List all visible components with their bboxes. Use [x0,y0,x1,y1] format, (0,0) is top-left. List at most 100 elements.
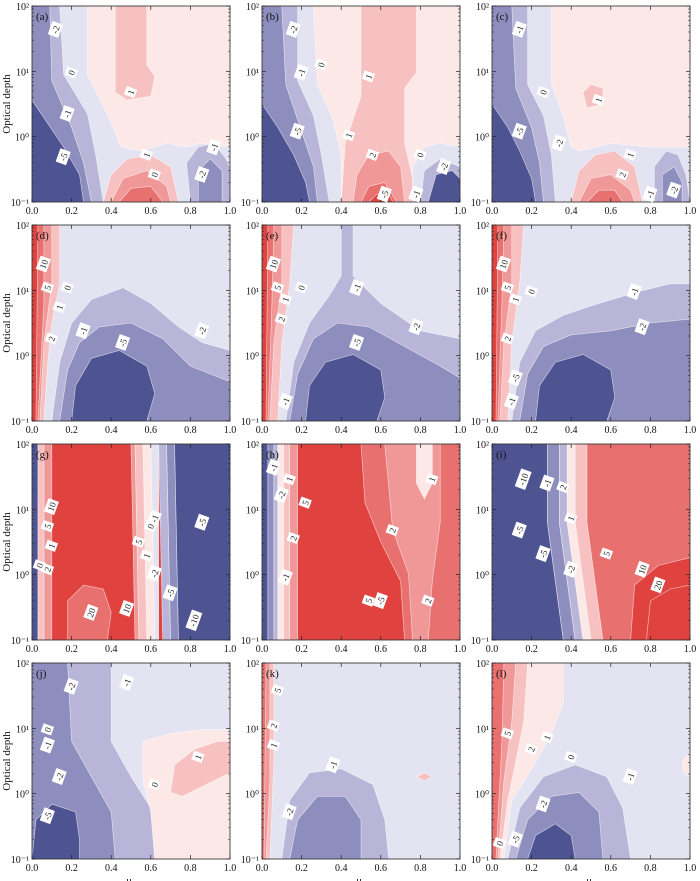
contour-label: -5 [289,122,305,140]
contour-label-bg [75,322,91,340]
contour-label: -5 [511,122,527,140]
contour-region [305,354,386,421]
axes-frame [261,443,461,641]
x-tick-label: 1.0 [684,425,697,436]
contour-label: -1 [622,768,638,785]
contour-label-bg [408,185,424,203]
contour-label-text: 0 [42,725,53,733]
contour-label-bg [599,547,614,560]
contour-label-text: -1 [296,67,308,77]
contour-label-bg [376,185,392,203]
x-tick-label: 0.8 [184,644,197,655]
contour-label-text: -2 [54,771,66,781]
contour-label-text: -2 [410,322,422,332]
contour-label: -1 [325,756,341,774]
contour-label-bg [500,332,515,345]
contour-region [566,444,592,640]
contour-label-text: 1 [625,151,636,159]
contour-label-bg [282,472,296,486]
panel-label: (h) [266,449,279,461]
y-tick-label: 10¹ [476,67,489,78]
contour-region [492,225,499,421]
contour-label: 0 [524,285,538,298]
contour-label: -2 [273,486,289,504]
panel-label: (d) [36,230,49,242]
contour-label-bg [361,594,376,607]
contour-label: -5 [507,830,523,848]
y-tick-label: 10⁻¹ [11,417,29,428]
contour-label-bg [270,684,285,697]
contour-label: 5 [40,281,55,294]
x-tick-label: 0.6 [375,425,388,436]
contour-label: -5 [55,148,71,166]
contour-label-bg [591,93,606,107]
contour-label-bg [47,20,63,38]
contour-label-text: -1 [625,771,637,781]
contour-label-bg [539,474,555,492]
y-tick-label: 10⁰ [15,352,29,363]
y-axis-label: Optical depth [1,74,13,134]
contour-label-text: 5 [272,686,283,694]
contour-regions [262,225,460,421]
contour-label-bg [492,837,507,850]
contour-label: 2 [500,332,515,345]
contour-label-bg [536,85,550,99]
panel-label: (g) [36,449,49,461]
contour-label: -5 [376,185,392,203]
contour-label: 2 [266,719,281,732]
contour-label-bg [514,468,532,490]
contour-label-bg [265,255,281,273]
contour-label: 10 [43,498,59,515]
contour-region [547,444,576,640]
x-axis-label: μ₀ [126,875,136,881]
contour-label-text: 2 [46,335,57,343]
y-tick-label: 10⁻¹ [11,855,29,866]
contour-label: -2 [281,803,297,821]
y-axis-label: Optical depth [1,512,13,572]
contour-regions [262,663,460,859]
contour-label-bg [64,66,78,79]
contour-label-bg [63,677,79,695]
y-tick-label: 10² [16,2,29,13]
contour-label-bg [408,318,424,336]
contour-label-bg [40,281,55,294]
contour-label-bg [341,129,356,142]
contour-label-bg [146,564,162,582]
contour-label-bg [266,719,281,732]
contour-label-text: 5 [272,283,283,291]
axes-frame [31,662,231,860]
x-tick-label: 0.0 [486,425,499,436]
contour-label-bg [118,673,135,691]
contour-label-text: -1 [644,189,656,199]
contour-region [586,189,624,202]
contour-label: 0 [564,750,578,764]
x-tick-label: 0.4 [105,206,118,217]
contour-label-bg [40,563,55,576]
contour-label-text: 10 [636,563,649,575]
contour-label-bg [44,539,59,552]
contour-regions [492,663,690,859]
contour-label-text: 1 [46,542,57,550]
contour-label-bg [194,165,210,183]
y-tick-label: 10² [246,221,259,232]
contour-label-text: 0 [149,780,160,788]
contour-label: 2 [274,312,289,326]
contour-label: -10 [185,609,203,632]
x-tick-label: 0.2 [295,644,308,655]
contour-label-bg [563,560,579,578]
contour-label-text: 0 [145,522,156,530]
contour-label: -5 [372,592,388,610]
contour-label: 1 [361,70,376,83]
contour-label: 1 [623,148,637,161]
contour-label-bg [270,281,285,294]
contour-region [170,741,230,797]
contour-label-text: 5 [42,522,53,530]
x-tick-label: 1.0 [684,206,697,217]
panel-h: 0.0 0.2 0.4 0.6 0.8 1.010⁻¹10⁰10¹10²(h)-11-25… [241,440,467,655]
contour-label-text: -5 [58,151,70,162]
contour-label: 1 [139,549,154,562]
x-tick-label: 0.4 [335,206,348,217]
x-tick-label: 1.0 [684,644,697,655]
contour-label-text: 5 [601,549,612,557]
contour-region [262,663,267,859]
